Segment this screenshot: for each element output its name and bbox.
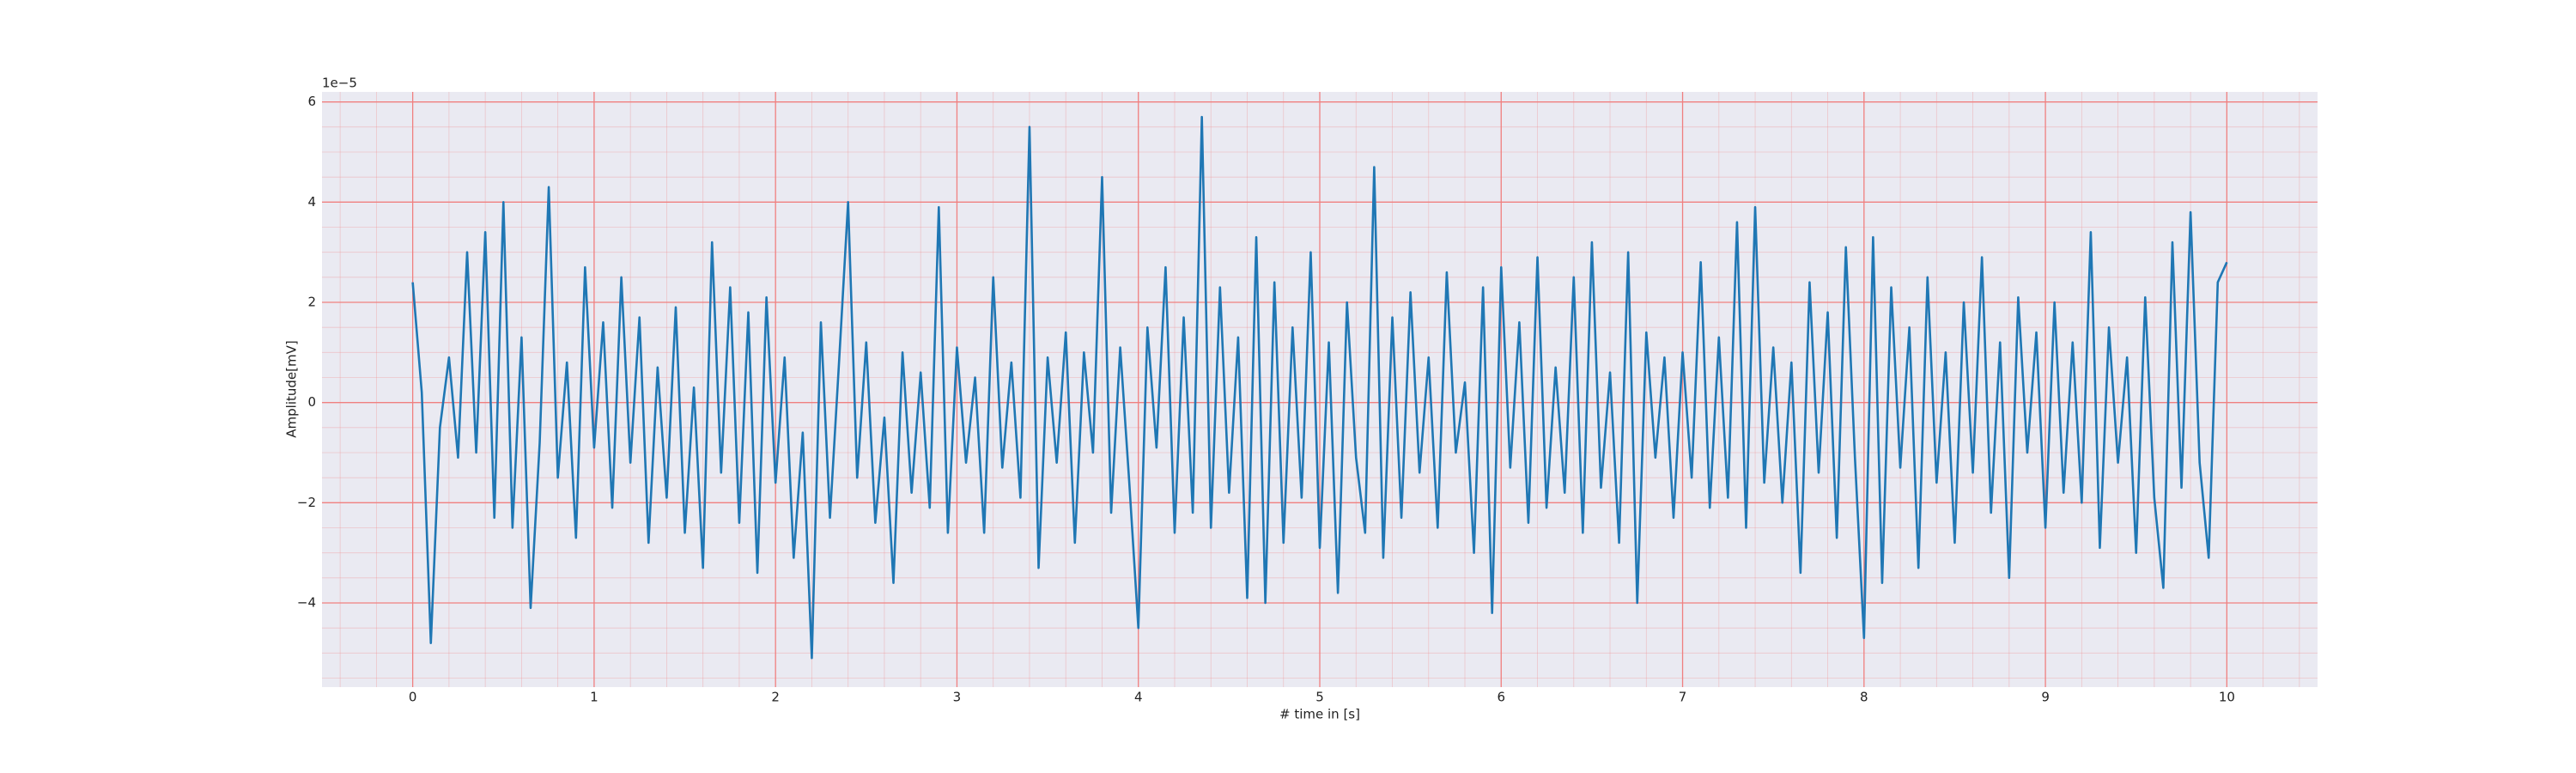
x-tick-label: 1: [590, 690, 598, 705]
x-tick-label: 9: [2041, 690, 2050, 705]
x-tick-label: 7: [1679, 690, 1687, 705]
tick-labels: 0 1 2 3 4 5 6 7 8 9 10 −4 −2 0 2 4 6: [297, 94, 2235, 704]
x-axis-label: # time in [s]: [1279, 707, 1360, 722]
signal-line: [411, 115, 2228, 660]
y-tick-label: −2: [297, 495, 316, 510]
y-tick-label: 0: [307, 394, 316, 410]
y-tick-label: 2: [307, 295, 316, 310]
x-tick-label: 2: [771, 690, 780, 705]
x-tick-label: 10: [2219, 690, 2235, 705]
x-tick-label: 5: [1315, 690, 1324, 705]
y-tick-label: −4: [297, 595, 316, 611]
y-axis-label: Amplitude[mV]: [284, 340, 300, 437]
x-tick-label: 3: [953, 690, 962, 705]
y-tick-label: 4: [307, 194, 316, 210]
y-tick-label: 6: [307, 94, 316, 109]
x-tick-label: 0: [409, 690, 417, 705]
x-tick-label: 8: [1860, 690, 1868, 705]
x-tick-label: 6: [1497, 690, 1505, 705]
major-grid: [322, 92, 2318, 687]
plot-lines: [411, 115, 2228, 660]
y-scale-label: 1e−5: [322, 76, 357, 91]
x-tick-label: 4: [1134, 690, 1143, 705]
